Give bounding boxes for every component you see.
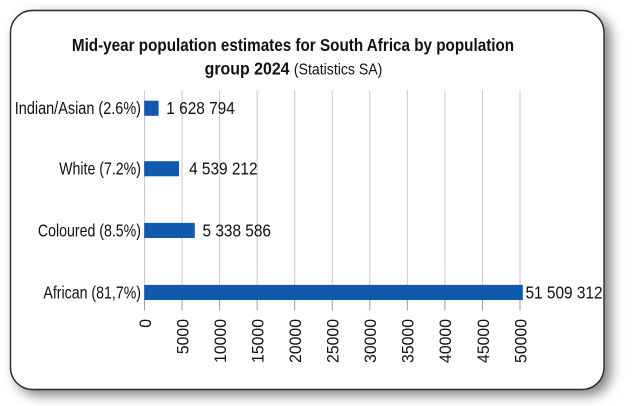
svg-text:White (7.2%): White (7.2%): [59, 160, 141, 179]
svg-text:group 2024 (Statistics SA): group 2024 (Statistics SA): [205, 59, 383, 79]
svg-text:40000: 40000: [437, 319, 456, 363]
svg-text:45000: 45000: [474, 319, 493, 363]
svg-text:0: 0: [136, 319, 155, 328]
svg-text:50000: 50000: [512, 319, 531, 363]
svg-text:Indian/Asian (2.6%): Indian/Asian (2.6%): [15, 99, 141, 119]
svg-text:4 539 212: 4 539 212: [189, 160, 257, 179]
svg-text:10000: 10000: [211, 319, 230, 363]
svg-text:5000: 5000: [174, 319, 193, 354]
svg-text:African (81,7%): African (81,7%): [43, 284, 141, 303]
svg-text:Mid-year population estimates: Mid-year population estimates for South …: [72, 36, 514, 55]
svg-text:25000: 25000: [324, 319, 343, 363]
svg-text:35000: 35000: [399, 319, 418, 363]
svg-text:15000: 15000: [249, 319, 268, 363]
svg-text:51 509 312: 51 509 312: [526, 284, 603, 303]
svg-text:20000: 20000: [287, 319, 306, 363]
svg-text:1 628 794: 1 628 794: [166, 99, 234, 118]
svg-text:5 338 586: 5 338 586: [203, 222, 271, 241]
svg-text:Coloured (8.5%): Coloured (8.5%): [38, 222, 141, 241]
svg-text:30000: 30000: [362, 319, 381, 363]
